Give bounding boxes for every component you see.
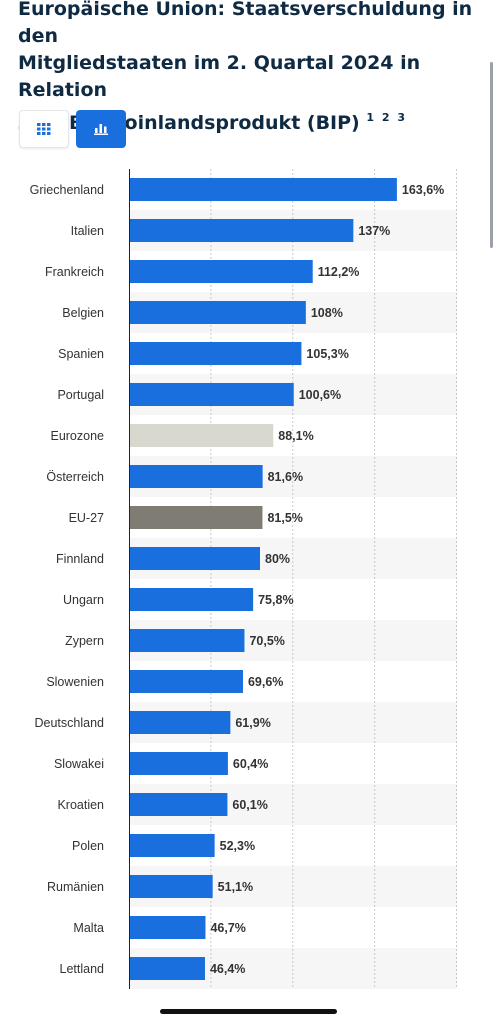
value-label: 81,5%	[267, 511, 302, 525]
category-label: Österreich	[46, 470, 104, 484]
footnote-markers[interactable]: 1 2 3	[366, 111, 407, 124]
value-label: 46,4%	[210, 962, 245, 976]
chart-view-button[interactable]	[76, 110, 126, 148]
value-label: 51,1%	[218, 880, 253, 894]
value-label: 100,6%	[299, 388, 341, 402]
bar	[129, 506, 263, 529]
title-line-2: Mitgliedstaaten im 2. Quartal 2024 in Re…	[18, 52, 421, 101]
category-label: Malta	[73, 921, 104, 935]
bar	[129, 383, 294, 406]
category-label: Rumänien	[47, 880, 104, 894]
bar	[129, 260, 313, 283]
bar	[129, 219, 354, 242]
value-label: 70,5%	[249, 634, 284, 648]
category-label: Deutschland	[35, 716, 105, 730]
bar	[129, 752, 228, 775]
value-label: 108%	[311, 306, 343, 320]
category-label: Kroatien	[57, 798, 104, 812]
bar-chart-icon	[94, 124, 108, 135]
value-label: 75,8%	[258, 593, 293, 607]
grid-icon	[37, 123, 51, 135]
value-label: 105,3%	[306, 347, 348, 361]
bar	[129, 711, 231, 734]
bar	[129, 178, 397, 201]
bar	[129, 629, 245, 652]
bar	[129, 875, 213, 898]
bar	[129, 916, 206, 939]
category-label: Ungarn	[63, 593, 104, 607]
title-line-1: Europäische Union: Staatsverschuldung in…	[18, 0, 473, 47]
home-indicator[interactable]	[160, 1009, 337, 1014]
value-label: 52,3%	[220, 839, 255, 853]
value-label: 81,6%	[268, 470, 303, 484]
category-label: Griechenland	[30, 183, 104, 197]
value-label: 137%	[358, 224, 390, 238]
value-label: 46,7%	[210, 921, 245, 935]
value-label: 112,2%	[318, 265, 360, 279]
scrollbar[interactable]	[490, 62, 493, 248]
value-label: 61,9%	[235, 716, 270, 730]
category-label: Italien	[71, 224, 104, 238]
category-label: EU-27	[69, 511, 104, 525]
category-label: Portugal	[57, 388, 104, 402]
value-label: 60,1%	[232, 798, 267, 812]
category-label: Frankreich	[45, 265, 104, 279]
category-label: Eurozone	[50, 429, 104, 443]
category-label: Polen	[72, 839, 104, 853]
bar-chart: Griechenland 163,6% Italien 137% Frankreich 1…	[30, 169, 457, 989]
bar	[129, 424, 274, 447]
category-label: Belgien	[62, 306, 104, 320]
bar	[129, 465, 263, 488]
table-view-button[interactable]	[19, 110, 69, 148]
value-label: 80%	[265, 552, 290, 566]
category-label: Zypern	[65, 634, 104, 648]
bar	[129, 342, 302, 365]
bar	[129, 793, 228, 816]
bar	[129, 957, 205, 980]
bar	[129, 588, 254, 611]
value-label: 69,6%	[248, 675, 283, 689]
bar	[129, 547, 260, 570]
bar	[129, 670, 243, 693]
category-label: Lettland	[60, 962, 105, 976]
bar	[129, 834, 215, 857]
value-label: 60,4%	[233, 757, 268, 771]
category-label: Spanien	[58, 347, 104, 361]
value-label: 163,6%	[402, 183, 444, 197]
value-label: 88,1%	[278, 429, 313, 443]
bar	[129, 301, 306, 324]
category-label: Finnland	[56, 552, 104, 566]
category-label: Slowakei	[54, 757, 104, 771]
category-label: Slowenien	[46, 675, 104, 689]
